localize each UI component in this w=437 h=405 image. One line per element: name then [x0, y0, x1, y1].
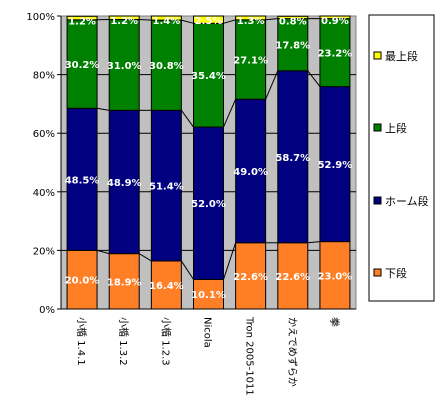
- bar-segment: [235, 15, 267, 21]
- data-label: 17.8%: [275, 41, 310, 52]
- data-label: 27.1%: [233, 56, 268, 67]
- bar-segment: [150, 109, 182, 262]
- legend-swatch: [373, 123, 382, 132]
- data-label: 22.6%: [275, 272, 310, 283]
- data-label: 1.3%: [237, 16, 265, 27]
- y-tick-label: 40%: [33, 188, 55, 199]
- data-label: 30.2%: [65, 60, 100, 71]
- bar-segment: [277, 18, 309, 72]
- data-label: 1.2%: [110, 16, 138, 27]
- data-label: 0.9%: [321, 16, 349, 27]
- bar-segment: [108, 19, 140, 111]
- legend-swatch: [373, 51, 382, 60]
- series-line: [139, 19, 152, 21]
- y-tick-label: 0%: [39, 305, 55, 316]
- legend-label: 最上段: [385, 49, 418, 63]
- bar-segment: [235, 98, 267, 244]
- series-line: [307, 70, 321, 87]
- series-line: [223, 19, 236, 24]
- x-tick-label: かえでめずらか: [286, 317, 298, 387]
- series-line: [96, 249, 110, 255]
- series-line: [138, 253, 152, 262]
- data-label: 0.8%: [279, 16, 307, 27]
- x-tick-label: Nicola: [202, 317, 213, 348]
- bar-segment: [319, 18, 351, 88]
- data-label: 35.4%: [191, 71, 226, 82]
- data-label: 58.7%: [275, 153, 310, 164]
- series-line: [223, 99, 237, 128]
- y-axis: 0% 20% 40% 60% 80% 100%: [26, 12, 62, 316]
- data-label: 49.0%: [233, 167, 268, 178]
- data-label: 23.2%: [318, 49, 353, 60]
- bar-segment: [277, 242, 309, 310]
- data-label: 1.4%: [152, 16, 180, 27]
- series-line: [181, 19, 194, 24]
- y-tick-label: 60%: [33, 129, 55, 140]
- data-label: 2.5%: [195, 16, 223, 27]
- legend-label: 上段: [385, 121, 407, 135]
- data-label: 10.1%: [191, 290, 226, 301]
- data-label: 48.9%: [107, 178, 142, 189]
- x-tick-label: 小楯 1.3.2: [117, 317, 130, 366]
- series-line: [307, 241, 320, 244]
- data-label: 51.4%: [149, 182, 184, 193]
- data-label: 31.0%: [107, 61, 142, 72]
- y-tick-label: 100%: [26, 12, 55, 23]
- bar-segment: [66, 15, 98, 21]
- series-line: [180, 110, 194, 128]
- legend-swatch: [373, 196, 382, 205]
- bar-segment: [108, 15, 140, 21]
- bar-segment: [319, 241, 351, 310]
- x-tick-label: Tron 2005-1011: [244, 316, 255, 396]
- series-lines: [96, 18, 321, 280]
- data-label: 52.0%: [191, 199, 226, 210]
- x-tick-label: 小楯 1.2.3: [159, 317, 172, 366]
- series-line: [96, 107, 110, 111]
- bar-segment: [66, 107, 98, 251]
- data-label: 1.2%: [68, 16, 96, 27]
- bar-segment: [150, 15, 182, 21]
- series-line: [265, 18, 278, 21]
- data-label: 52.9%: [318, 160, 353, 171]
- series-line: [223, 242, 237, 280]
- bar-segment: [277, 15, 309, 20]
- y-tick-label: 20%: [33, 246, 55, 257]
- data-label: 18.9%: [107, 277, 142, 288]
- legend-label: 下段: [385, 266, 407, 280]
- data-label: 48.5%: [65, 175, 100, 186]
- series-line: [265, 70, 279, 100]
- bar-segment: [193, 126, 224, 280]
- bar-segment: [319, 15, 351, 20]
- x-tick-label: 拳: [328, 317, 341, 327]
- x-tick-label: 小楯 1.4.1: [75, 317, 88, 366]
- bars: [66, 15, 351, 310]
- legend-swatch: [373, 268, 382, 277]
- bar-segment: [277, 70, 309, 244]
- data-label: 22.6%: [233, 272, 268, 283]
- x-axis: 小楯 1.4.1 小楯 1.3.2 小楯 1.2.3 Nicola Tron 2005-…: [61, 308, 356, 396]
- legend-label: ホーム段: [385, 194, 429, 208]
- y-tick-label: 80%: [33, 71, 55, 82]
- data-label: 20.0%: [65, 276, 100, 287]
- data-label: 16.4%: [149, 281, 184, 292]
- bar-segment: [235, 19, 267, 100]
- data-label: 23.0%: [318, 271, 353, 282]
- bar-segment: [193, 22, 224, 128]
- data-labels: 20.0% 48.5% 30.2% 1.2% 18.9% 48.9% 31.0% 1.2% 16…: [65, 16, 353, 301]
- series-line: [180, 260, 194, 280]
- data-label: 30.8%: [149, 61, 184, 72]
- legend-box: [368, 14, 435, 302]
- bar-segment: [108, 109, 140, 255]
- bar-segment: [193, 15, 224, 24]
